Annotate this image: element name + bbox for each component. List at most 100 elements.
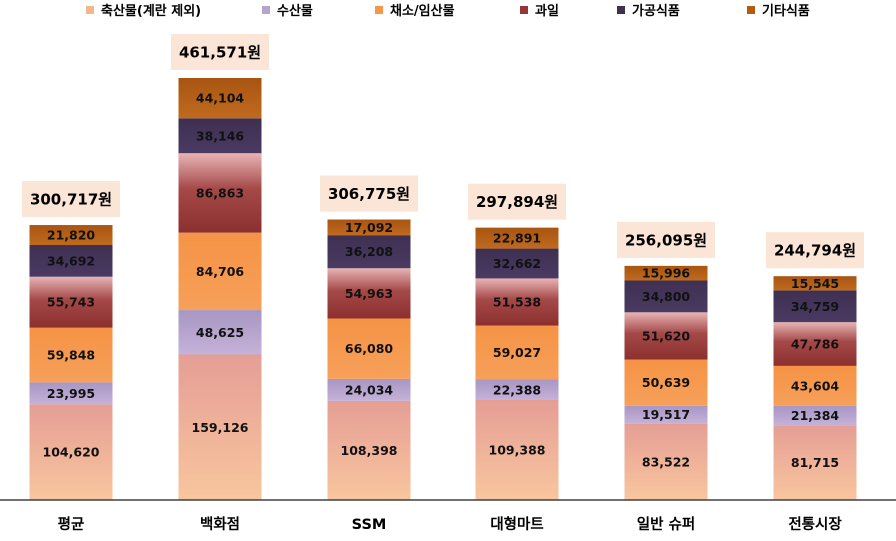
segment-value-label: 84,706	[196, 264, 245, 279]
bar-segment-processed	[475, 248, 559, 279]
bar-segment-processed	[624, 280, 708, 313]
bar-segment-livestock	[624, 423, 708, 500]
legend-label: 가공식품	[632, 3, 680, 19]
segment-value-label: 66,080	[345, 341, 394, 356]
legend-label: 과일	[535, 4, 559, 19]
bar-segment-livestock	[29, 404, 113, 500]
legend-label: 수산물	[277, 3, 313, 19]
segment-value-label: 21,384	[791, 408, 840, 423]
segment-value-label: 86,863	[196, 185, 244, 200]
segment-value-label: 44,104	[196, 91, 245, 106]
bar-segment-seafood	[773, 405, 857, 426]
chart-bars: 104,620 23,995 59,848 55,743 34,692 21,820 300…	[22, 34, 864, 500]
legend-swatch	[747, 6, 755, 14]
segment-value-label: 34,800	[642, 289, 691, 304]
segment-value-label: 108,398	[341, 443, 398, 458]
bar-segment-fruit	[29, 276, 113, 328]
segment-value-label: 48,625	[196, 325, 244, 340]
segment-value-label: 24,034	[345, 382, 394, 397]
bar-segment-processed	[178, 118, 262, 154]
total-label-box	[766, 232, 864, 269]
legend-label: 채소/임산물	[390, 3, 455, 19]
bar-segment-vegetables	[178, 232, 262, 311]
segment-value-label: 109,388	[489, 442, 546, 457]
segment-value-label: 22,891	[493, 231, 541, 246]
bar-segment-other	[29, 225, 113, 246]
bar-segment-seafood	[178, 310, 262, 355]
segment-value-label: 17,092	[345, 220, 393, 235]
bar-segment-seafood	[327, 378, 411, 401]
bar-segment-other	[475, 227, 559, 249]
segment-value-label: 43,604	[791, 378, 840, 393]
total-value-label: 461,571원	[179, 44, 261, 62]
bar-segment-processed	[29, 245, 113, 277]
segment-value-label: 34,759	[791, 299, 839, 314]
segment-value-label: 32,662	[493, 256, 541, 271]
bar-segment-livestock	[178, 354, 262, 500]
total-label-box	[22, 181, 120, 218]
x-tick-label: SSM	[352, 517, 387, 533]
total-label-box	[320, 175, 418, 212]
bar-segment-livestock	[773, 425, 857, 500]
bar-segment-seafood	[475, 379, 559, 400]
bar-segment-fruit	[327, 268, 411, 319]
x-tick-label: 백화점	[200, 515, 240, 533]
bar-segment-seafood	[624, 405, 708, 424]
x-tick-label: 평균	[58, 515, 85, 533]
segment-value-label: 59,027	[493, 345, 541, 360]
segment-value-label: 50,639	[642, 375, 690, 390]
total-label-box	[468, 183, 566, 220]
total-value-label: 306,775원	[328, 185, 410, 203]
bar-segment-fruit	[624, 312, 708, 360]
bar-segment-fruit	[178, 153, 262, 233]
bar-segment-vegetables	[624, 359, 708, 406]
bar-segment-vegetables	[29, 327, 113, 383]
bar-segment-processed	[773, 290, 857, 323]
segment-value-label: 22,388	[493, 382, 541, 397]
bar-segment-other	[773, 276, 857, 291]
total-value-label: 300,717원	[30, 191, 112, 209]
total-value-label: 244,794원	[774, 242, 856, 260]
x-tick-label: 전통시장	[788, 515, 842, 533]
bar-segment-livestock	[327, 400, 411, 500]
bar-segment-vegetables	[327, 318, 411, 379]
segment-value-label: 15,996	[642, 266, 691, 281]
legend-swatch	[86, 6, 94, 14]
total-label-box	[617, 221, 715, 258]
segment-value-label: 36,208	[345, 244, 393, 259]
bar-segment-other	[327, 219, 411, 236]
segment-value-label: 34,692	[47, 253, 95, 268]
bar-segment-livestock	[475, 399, 559, 500]
segment-value-label: 21,820	[47, 228, 96, 243]
segment-value-label: 15,545	[791, 276, 839, 291]
total-label-box	[171, 34, 269, 71]
bar-segment-other	[624, 265, 708, 281]
segment-value-label: 81,715	[791, 455, 839, 470]
segment-value-label: 38,146	[196, 128, 245, 143]
legend-swatch	[262, 6, 270, 14]
segment-value-label: 55,743	[47, 295, 95, 310]
segment-value-label: 54,963	[345, 286, 393, 301]
segment-value-label: 59,848	[47, 348, 95, 363]
bar-segment-vegetables	[475, 325, 559, 380]
legend-label: 축산물(계란 제외)	[101, 3, 201, 19]
x-axis-labels: 평균 백화점 SSM 대형마트 일반 슈퍼 전통시장	[58, 515, 843, 533]
x-tick-label: 일반 슈퍼	[637, 516, 695, 533]
legend-swatch	[617, 6, 625, 14]
segment-value-label: 104,620	[43, 445, 100, 460]
segment-value-label: 47,786	[791, 337, 840, 352]
total-value-label: 256,095원	[625, 231, 707, 249]
bar-segment-seafood	[29, 382, 113, 405]
legend-swatch	[375, 6, 383, 14]
segment-value-label: 51,620	[642, 328, 691, 343]
legend-swatch	[520, 6, 528, 14]
segment-value-label: 23,995	[47, 386, 95, 401]
bar-segment-fruit	[475, 278, 559, 326]
segment-value-label: 159,126	[192, 420, 249, 435]
segment-value-label: 83,522	[642, 454, 690, 469]
bar-segment-vegetables	[773, 365, 857, 406]
bar-segment-other	[178, 78, 262, 119]
segment-value-label: 51,538	[493, 294, 541, 309]
bar-segment-processed	[327, 235, 411, 269]
